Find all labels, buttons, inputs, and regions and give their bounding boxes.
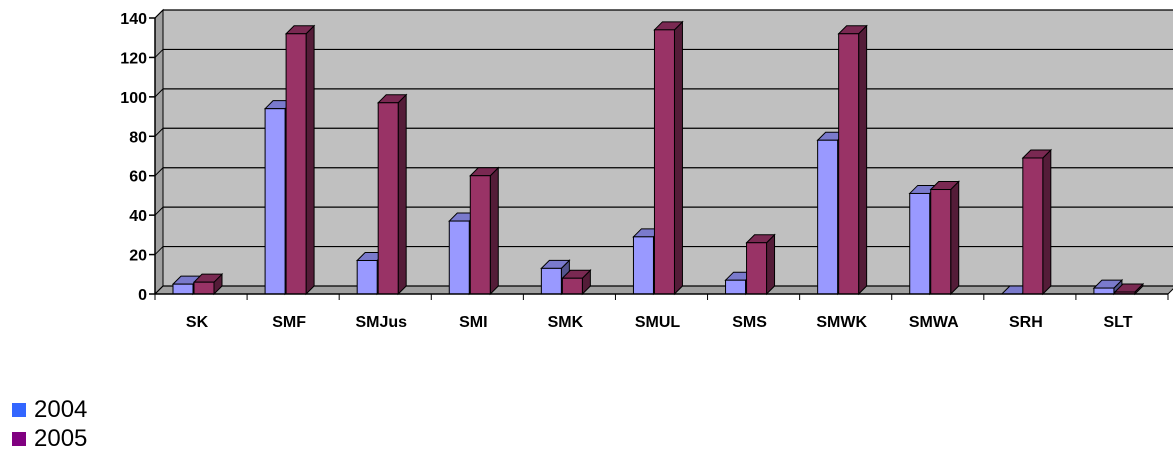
x-tick-label: SMWK	[816, 314, 867, 331]
bar-front	[838, 33, 860, 295]
legend-label-2004: 2004	[34, 395, 88, 423]
bar-front	[285, 33, 307, 295]
x-tick-label: SMS	[732, 314, 767, 331]
bar-side	[673, 20, 683, 296]
bar-front	[377, 102, 399, 295]
bar-SMK-2005	[561, 269, 592, 296]
bar-side	[766, 233, 776, 296]
x-tick-label: SLT	[1103, 314, 1132, 331]
bar-SLT-2005	[1113, 282, 1145, 296]
bar-front	[725, 279, 747, 295]
gridline-side	[154, 246, 164, 255]
axis-labels: 0 20 40 60 80 100 120 140 SK SMF SMJus SMI SMK SMUL SM…	[120, 11, 1132, 331]
plot-side-wall	[154, 8, 164, 296]
bars	[171, 20, 1145, 296]
bar-front	[540, 267, 562, 295]
x-tick-label: SK	[186, 314, 209, 331]
gridline-side	[154, 206, 164, 216]
bar-front	[1022, 157, 1044, 295]
legend: 2004 2005	[12, 395, 87, 453]
bar-front	[653, 29, 675, 295]
y-tick-label: 40	[129, 208, 147, 225]
y-tick-label: 120	[120, 50, 147, 67]
bar-front	[172, 283, 194, 295]
y-tick-label: 100	[120, 90, 147, 107]
bar-front	[561, 277, 583, 295]
bar-side	[950, 180, 960, 296]
legend-item-2005: 2005	[12, 424, 87, 453]
bar-front	[817, 139, 839, 295]
bar-SRH-2005	[1021, 148, 1053, 296]
x-tick-label: SRH	[1009, 314, 1043, 331]
bar-side	[305, 24, 315, 296]
bar-SMUL-2005	[653, 20, 684, 296]
bar-front	[193, 281, 215, 295]
bar-side	[1042, 148, 1052, 296]
legend-label-2005: 2005	[34, 424, 88, 452]
gridline-side	[154, 167, 164, 177]
bar-chart: 0 20 40 60 80 100 120 140 SK SMF SMJus SMI SMK SMUL SM…	[120, 8, 1173, 331]
bar-front	[448, 220, 470, 295]
gridline-side	[154, 88, 164, 98]
bar-side	[489, 166, 499, 296]
bar-SLT-2004	[1092, 278, 1124, 296]
legend-item-2004: 2004	[12, 395, 87, 424]
x-tick-label: SMF	[272, 314, 306, 331]
y-tick-label: 0	[138, 287, 147, 304]
gridline-side	[154, 49, 164, 58]
bar-front	[930, 189, 952, 295]
axes	[149, 17, 1169, 300]
bar-SMWA-2005	[929, 180, 960, 296]
bar-SMWK-2005	[837, 24, 868, 296]
bar-SMF-2005	[284, 24, 316, 296]
bar-SK-2005	[192, 272, 224, 296]
y-tick-label: 140	[120, 11, 147, 28]
x-tick-label: SMI	[459, 314, 487, 331]
bar-front	[356, 259, 378, 295]
bar-front	[264, 108, 286, 295]
bar-SMS-2005	[745, 233, 776, 296]
legend-swatch-2004	[12, 402, 26, 417]
bar-front	[746, 242, 768, 295]
gridline-side	[154, 9, 164, 19]
x-tick-label: SMJus	[355, 314, 407, 331]
y-tick-label: 80	[129, 129, 147, 146]
x-tick-label: SMWA	[909, 314, 959, 331]
bar-SMI-2005	[469, 166, 500, 296]
gridline-side	[154, 285, 164, 295]
x-tick-label: SMK	[548, 314, 584, 331]
legend-swatch-2005	[12, 431, 26, 446]
bar-side	[858, 24, 868, 296]
bar-SMJus-2005	[376, 93, 408, 296]
x-tick-label: SMUL	[635, 314, 681, 331]
y-tick-label: 20	[129, 248, 147, 265]
bar-front	[1093, 287, 1115, 295]
y-tick-label: 60	[129, 169, 147, 186]
bar-front	[909, 192, 931, 295]
bar-front	[469, 175, 491, 295]
bar-side	[397, 93, 407, 296]
bar-front	[632, 236, 654, 295]
gridline-side	[154, 127, 164, 137]
